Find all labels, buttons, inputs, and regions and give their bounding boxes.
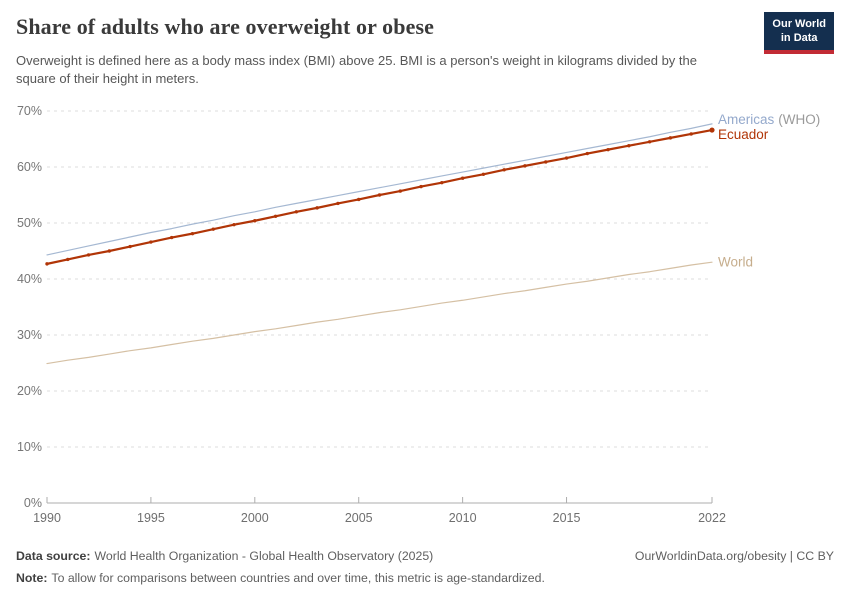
- data-point-marker[interactable]: [357, 197, 361, 202]
- data-point-marker[interactable]: [149, 240, 153, 244]
- x-axis-tick-label: 1990: [33, 511, 61, 525]
- y-axis-tick-label: 0%: [24, 496, 42, 510]
- y-axis-tick-label: 20%: [17, 384, 42, 398]
- data-point-marker[interactable]: [211, 227, 215, 231]
- series-label-text: Americas: [718, 112, 775, 127]
- series-line-ecuador[interactable]: [45, 128, 714, 265]
- footer-datasource-label: Data source:: [16, 549, 91, 563]
- data-point-marker[interactable]: [481, 172, 486, 176]
- x-axis-tick-label: 2022: [698, 511, 726, 525]
- data-point-marker[interactable]: [253, 219, 257, 223]
- series-line-world[interactable]: [46, 261, 713, 365]
- data-point-marker[interactable]: [273, 214, 278, 218]
- data-point-marker[interactable]: [66, 257, 70, 262]
- data-point-marker[interactable]: [627, 144, 631, 148]
- data-point-marker[interactable]: [544, 160, 548, 164]
- data-point-marker[interactable]: [294, 210, 299, 214]
- data-point-marker[interactable]: [128, 244, 132, 249]
- page-title: Share of adults who are overweight or ob…: [16, 14, 435, 39]
- footer-link-ccby[interactable]: OurWorldinData.org/obesity | CC BY: [634, 549, 834, 563]
- y-axis-tick-label: 40%: [17, 272, 42, 286]
- data-point-marker[interactable]: [689, 132, 693, 136]
- x-axis-tick-label: 2005: [345, 511, 373, 525]
- footer-row-datasource: Data source: World Health Organization - …: [16, 549, 834, 563]
- data-point-marker[interactable]: [398, 189, 402, 193]
- series-label-text: World: [718, 255, 753, 270]
- footer-datasource-text: World Health Organization - Global Healt…: [94, 549, 434, 563]
- series-label-world[interactable]: World: [718, 255, 753, 270]
- data-point-marker[interactable]: [606, 147, 610, 152]
- series-label-text: Ecuador: [718, 127, 769, 142]
- y-axis-tick-label: 70%: [17, 104, 42, 118]
- data-point-marker[interactable]: [86, 253, 91, 257]
- x-axis-tick-label: 2010: [449, 511, 477, 525]
- data-point-marker[interactable]: [647, 140, 652, 144]
- chart-subtitle: Overweight is defined here as a body mas…: [16, 53, 697, 87]
- x-axis-tick-label: 1995: [137, 511, 165, 525]
- footer-row-note: Note: To allow for comparisons between co…: [16, 571, 834, 585]
- data-point-marker[interactable]: [169, 235, 174, 240]
- data-point-marker[interactable]: [107, 249, 112, 253]
- series-label-americas-who[interactable]: Americas (WHO): [718, 112, 820, 127]
- owid-logo[interactable]: Our World in Data: [764, 12, 834, 54]
- data-point-marker[interactable]: [232, 222, 236, 227]
- series-label-ecuador[interactable]: Ecuador: [718, 127, 769, 142]
- footer-note-label: Note:: [16, 571, 48, 585]
- data-point-marker[interactable]: [419, 184, 423, 189]
- footer-note-text: To allow for comparisons between countri…: [51, 571, 545, 585]
- data-point-marker[interactable]: [460, 176, 465, 180]
- owid-logo-line1: Our World: [772, 18, 826, 30]
- series-line-americas-who[interactable]: [46, 123, 713, 256]
- y-axis-tick-label: 10%: [17, 440, 42, 454]
- data-point-marker[interactable]: [45, 262, 49, 266]
- data-point-marker[interactable]: [668, 136, 673, 140]
- data-point-marker[interactable]: [190, 231, 195, 236]
- data-point-marker[interactable]: [502, 168, 506, 172]
- series-label-suffix: (WHO): [778, 112, 820, 127]
- y-axis-tick-label: 50%: [17, 216, 42, 230]
- y-axis-tick-label: 30%: [17, 328, 42, 342]
- data-point-marker[interactable]: [336, 201, 340, 206]
- data-point-marker[interactable]: [585, 151, 590, 156]
- data-point-marker[interactable]: [377, 193, 382, 197]
- chart-canvas[interactable]: 0% 10% 20% 30% 40% 50% 60% 70% 1990 1995 2000 2005 2…: [0, 92, 850, 544]
- footer-datasource: Data source: World Health Organization - …: [16, 549, 433, 563]
- data-point-marker[interactable]: [709, 127, 715, 133]
- owid-logo-line2: in Data: [780, 32, 818, 45]
- data-point-marker[interactable]: [523, 164, 527, 168]
- data-point-marker[interactable]: [564, 156, 569, 160]
- data-point-marker[interactable]: [440, 180, 444, 185]
- x-axis-tick-label: 2000: [241, 511, 269, 525]
- data-point-marker[interactable]: [315, 206, 319, 210]
- y-axis-tick-label: 60%: [17, 160, 42, 174]
- x-axis-tick-label: 2015: [553, 511, 581, 525]
